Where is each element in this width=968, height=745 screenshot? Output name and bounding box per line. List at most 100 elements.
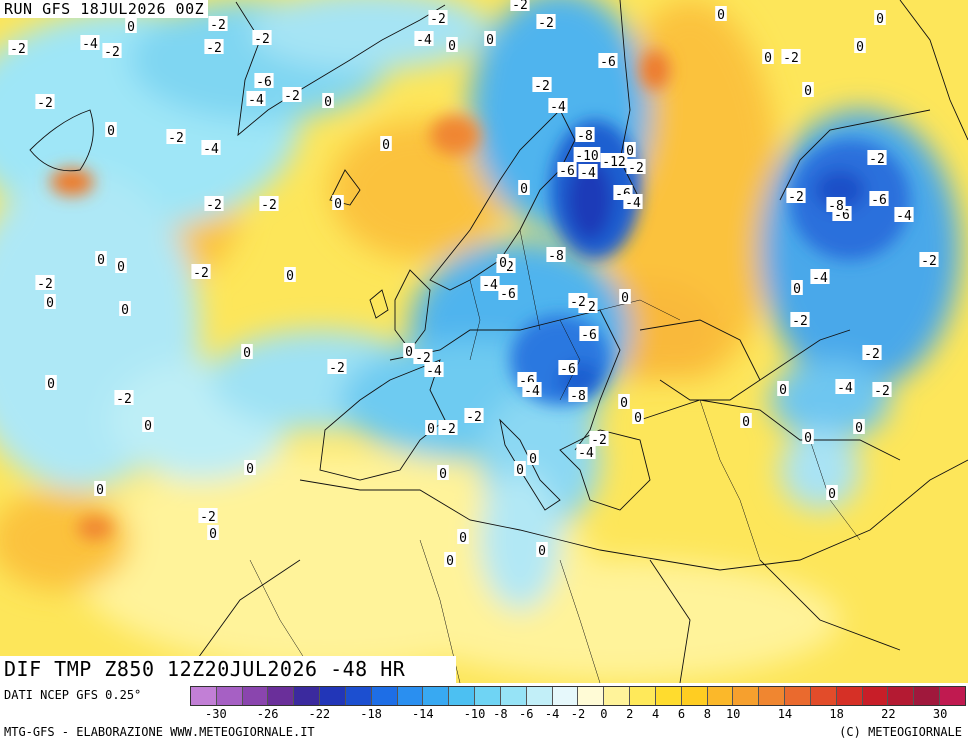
- contour-label-bg: [201, 140, 221, 155]
- scale-swatch: [191, 687, 217, 705]
- contour-label-bg: [522, 382, 542, 397]
- contour-label: 0: [828, 487, 836, 502]
- contour-label-bg: [204, 196, 224, 211]
- scale-swatch: [733, 687, 760, 705]
- contour-label: -12: [602, 155, 625, 170]
- scale-tick-label: -22: [308, 707, 331, 721]
- contour-label-bg: [142, 417, 154, 432]
- contour-label: 0: [246, 462, 254, 477]
- contour-label: 0: [107, 124, 115, 139]
- contour-label: 0: [286, 269, 294, 284]
- contour-label-bg: [810, 269, 830, 284]
- scale-tick-label: -26: [256, 707, 279, 721]
- contour-label-bg: [826, 197, 846, 212]
- contour-label-bg: [198, 508, 218, 523]
- scale-tick-label: 14: [777, 707, 793, 721]
- contour-label-bg: [557, 162, 577, 177]
- contour-label-bg: [854, 38, 866, 53]
- contour-label: -2: [864, 347, 880, 362]
- contour-label: -6: [600, 55, 616, 70]
- contour-label: -4: [482, 278, 498, 293]
- contour-label-bg: [791, 280, 803, 295]
- contour-label-bg: [259, 196, 279, 211]
- scale-swatch: [216, 687, 243, 705]
- contour-label-bg: [102, 43, 122, 58]
- contour-label-bg: [853, 419, 865, 434]
- contour-label: -8: [548, 249, 564, 264]
- contour-label: -2: [37, 277, 53, 292]
- contour-label-bg: [781, 49, 801, 64]
- contour-label: 0: [243, 346, 251, 361]
- contour-label-bg: [777, 381, 789, 396]
- contour-label-bg: [208, 16, 228, 31]
- contour-label-bg: [166, 129, 186, 144]
- scale-swatch: [836, 687, 863, 705]
- contour-label: 0: [405, 345, 413, 360]
- scale-swatch: [268, 687, 295, 705]
- contour-label-bg: [867, 150, 887, 165]
- contour-label: -2: [168, 131, 184, 146]
- contour-label: 0: [382, 138, 390, 153]
- contour-label-bg: [835, 379, 855, 394]
- contour-label-bg: [246, 91, 266, 106]
- contour-label: -2: [874, 384, 890, 399]
- contour-label: -2: [329, 361, 345, 376]
- contour-label-bg: [790, 312, 810, 327]
- contour-label-bg: [862, 345, 882, 360]
- contour-label-bg: [95, 251, 107, 266]
- scale-swatch: [449, 687, 476, 705]
- contour-label: -2: [792, 314, 808, 329]
- scale-swatch: [320, 687, 346, 705]
- scale-swatch: [371, 687, 398, 705]
- contour-label-bg: [191, 264, 211, 279]
- contour-label-bg: [624, 142, 636, 157]
- contour-label-bg: [425, 420, 437, 435]
- contour-label: 0: [634, 411, 642, 426]
- contour-label-bg: [125, 18, 137, 33]
- scale-swatch: [475, 687, 501, 705]
- contour-label: 0: [144, 419, 152, 434]
- contour-label: 0: [427, 422, 435, 437]
- contour-label-bg: [322, 93, 334, 108]
- contour-label: 0: [127, 20, 135, 35]
- footer-copyright: (C) METEOGIORNALE: [839, 725, 962, 739]
- scale-tick-label: 6: [677, 707, 686, 721]
- contour-label: 0: [486, 33, 494, 48]
- contour-label: -4: [578, 446, 594, 461]
- contour-label: 0: [529, 452, 537, 467]
- contour-label: -4: [82, 37, 98, 52]
- contour-label: -6: [560, 362, 576, 377]
- contour-label-bg: [518, 180, 530, 195]
- contour-label: 0: [516, 463, 524, 478]
- contour-label-bg: [414, 31, 434, 46]
- contour-label-bg: [119, 301, 131, 316]
- contour-label-bg: [623, 194, 643, 209]
- contour-label: 0: [209, 527, 217, 542]
- contour-labels: -2 -4-20-2-2 -4 0-6-4 -2 0-2-2-40 -2-2 000-2-2 0…: [8, 0, 939, 569]
- contour-label-bg: [244, 460, 256, 475]
- contour-label-bg: [536, 14, 556, 29]
- contour-label: -6: [500, 287, 516, 302]
- scale-tick-label: -30: [205, 707, 227, 721]
- scale-swatch: [397, 687, 424, 705]
- contour-label-bg: [546, 247, 566, 262]
- scale-tick-label: 22: [881, 707, 896, 721]
- contour-label: 0: [324, 95, 332, 110]
- contour-label-bg: [872, 382, 892, 397]
- contour-label: 0: [97, 253, 105, 268]
- contour-label-bg: [498, 285, 518, 300]
- data-source: DATI NCEP GFS 0.25°: [4, 688, 142, 702]
- contour-label-bg: [786, 188, 806, 203]
- contour-label-bg: [869, 191, 889, 206]
- contour-label: 0: [876, 12, 884, 27]
- contour-label: 0: [46, 296, 54, 311]
- scale-swatch: [526, 687, 553, 705]
- scale-tick-label: 10: [725, 707, 741, 721]
- anomaly-field: [0, 0, 960, 680]
- contour-label: -4: [625, 196, 641, 211]
- contour-label: 0: [96, 483, 104, 498]
- contour-label-bg: [536, 542, 548, 557]
- contour-label-bg: [568, 387, 588, 402]
- scale-swatch: [888, 687, 915, 705]
- contour-label: 0: [448, 39, 456, 54]
